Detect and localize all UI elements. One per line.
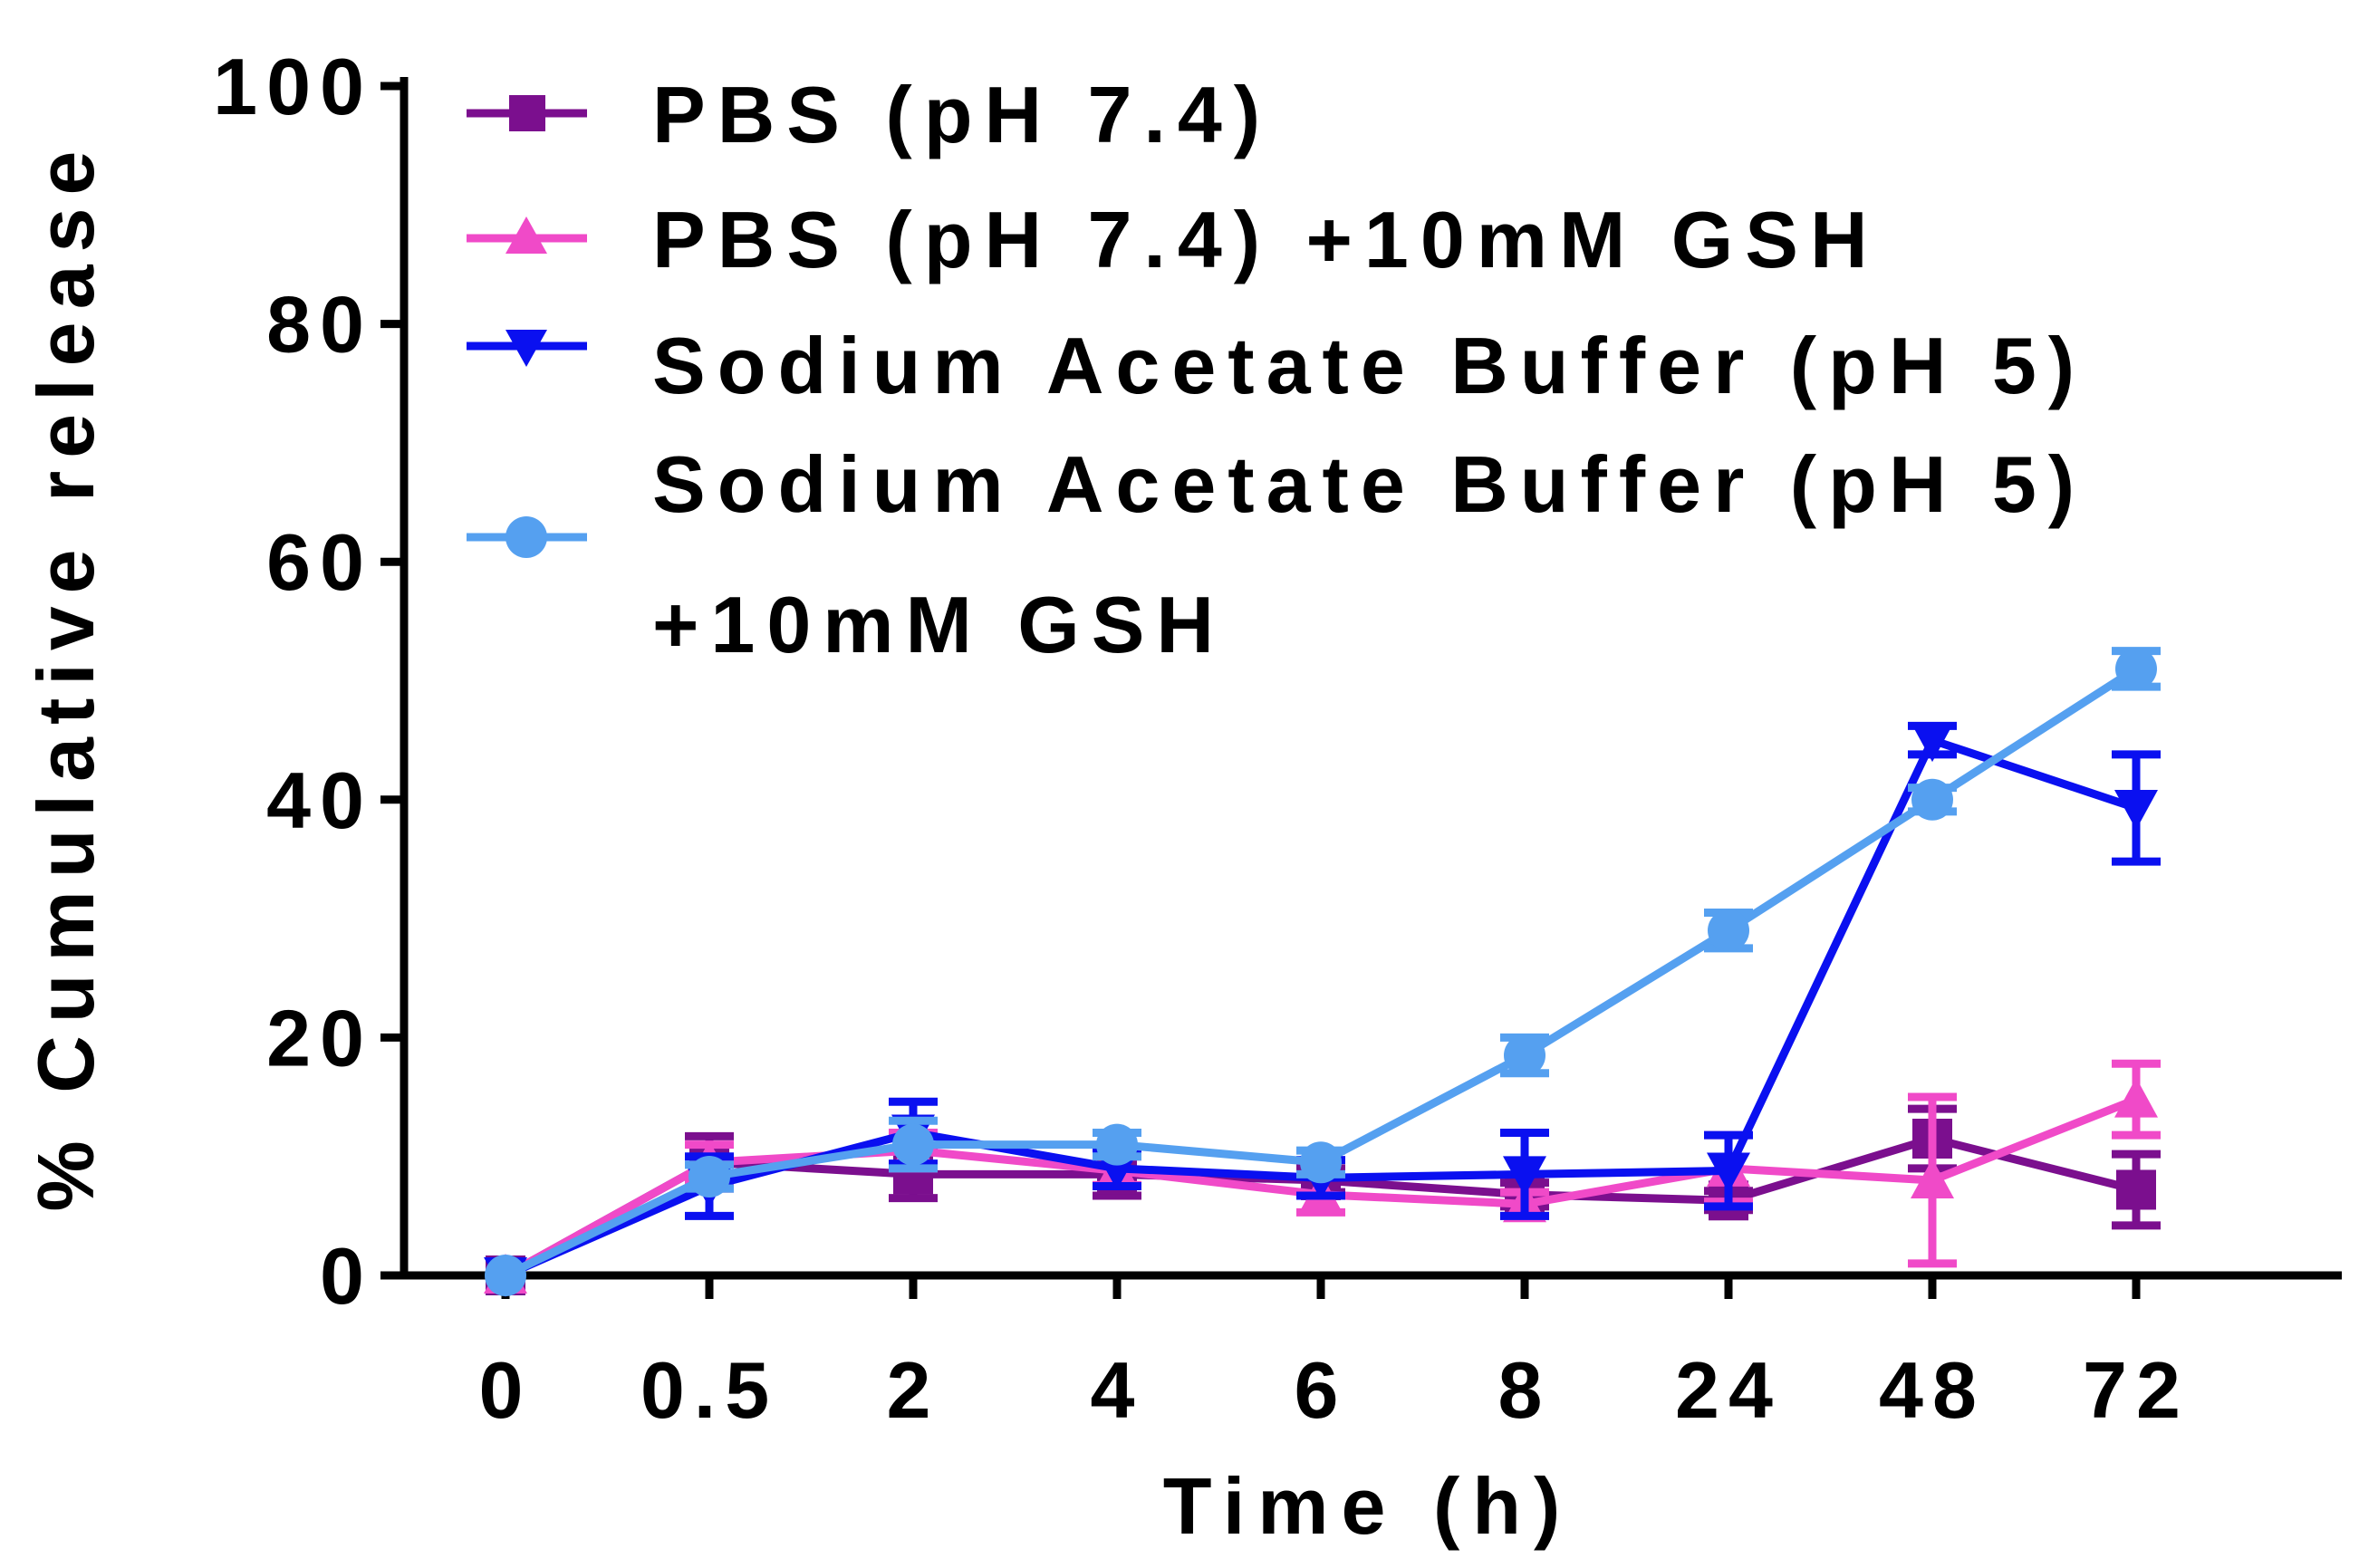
data-point-circle [2115, 648, 2157, 690]
x-tick-label: 4 [1091, 1345, 1144, 1435]
legend-triangle-up-marker [506, 216, 547, 254]
data-point-circle [1300, 1141, 1342, 1184]
data-point-triangle-up [2114, 1077, 2158, 1118]
series-3 [485, 647, 2161, 1296]
x-axis-title: Time (h) [1163, 1461, 1574, 1551]
data-point-square [2116, 1169, 2156, 1210]
legend-entry-pbs: PBS (pH 7.4) [467, 70, 1272, 159]
legend: PBS (pH 7.4) PBS (pH 7.4) +10mM GSH Sodi… [467, 70, 2086, 669]
legend-circle-marker [506, 516, 547, 558]
y-ticks: 0 20 40 60 80 100 [213, 42, 404, 1321]
y-tick-label: 20 [266, 993, 373, 1082]
data-point-circle [688, 1156, 730, 1198]
x-tick-label: 72 [2083, 1345, 2190, 1435]
x-tick-label: 48 [1879, 1345, 1986, 1435]
x-ticks: 0 0.5 2 4 6 8 24 48 72 [479, 1275, 2190, 1435]
legend-entry-acetate-gsh: Sodium Acetate Buffer (pH 5) +10mM GSH [467, 439, 2086, 669]
x-tick-label: 0 [479, 1345, 533, 1435]
data-point-triangle-down [2114, 789, 2158, 830]
y-tick-label: 40 [266, 755, 373, 845]
data-point-triangle-up [1911, 1158, 1954, 1198]
data-point-circle [485, 1255, 526, 1296]
x-tick-label: 24 [1675, 1345, 1782, 1435]
data-point-circle [1708, 909, 1749, 952]
data-point-circle [1504, 1034, 1545, 1077]
data-point-triangle-down [1707, 1152, 1750, 1193]
legend-label: Sodium Acetate Buffer (pH 5) [652, 439, 2086, 529]
legend-entry-pbs-gsh: PBS (pH 7.4) +10mM GSH [467, 195, 1880, 284]
data-point-triangle-down [1503, 1156, 1546, 1197]
data-point-circle [1096, 1123, 1138, 1166]
y-tick-label: 80 [266, 280, 373, 370]
legend-label-line2: +10mM GSH [652, 580, 1226, 669]
legend-label: PBS (pH 7.4) [652, 70, 1272, 159]
series-layer [484, 647, 2161, 1297]
legend-label: Sodium Acetate Buffer (pH 5) [652, 321, 2086, 410]
legend-entry-acetate: Sodium Acetate Buffer (pH 5) [467, 321, 2086, 410]
data-point-circle [892, 1123, 934, 1166]
y-tick-label: 60 [266, 517, 373, 607]
x-tick-label: 2 [887, 1345, 940, 1435]
legend-label: PBS (pH 7.4) +10mM GSH [652, 195, 1880, 284]
axes [400, 77, 2342, 1280]
x-tick-label: 6 [1295, 1345, 1348, 1435]
legend-square-marker [509, 95, 545, 131]
x-tick-label: 8 [1498, 1345, 1552, 1435]
data-point-triangle-down [1911, 722, 1954, 763]
legend-triangle-down-marker [506, 330, 547, 367]
data-point-circle [1911, 778, 1953, 821]
y-tick-label: 100 [213, 42, 373, 131]
y-tick-label: 0 [320, 1231, 373, 1321]
y-axis-title: % Cumulative release [21, 139, 111, 1212]
x-tick-label: 0.5 [640, 1345, 778, 1435]
